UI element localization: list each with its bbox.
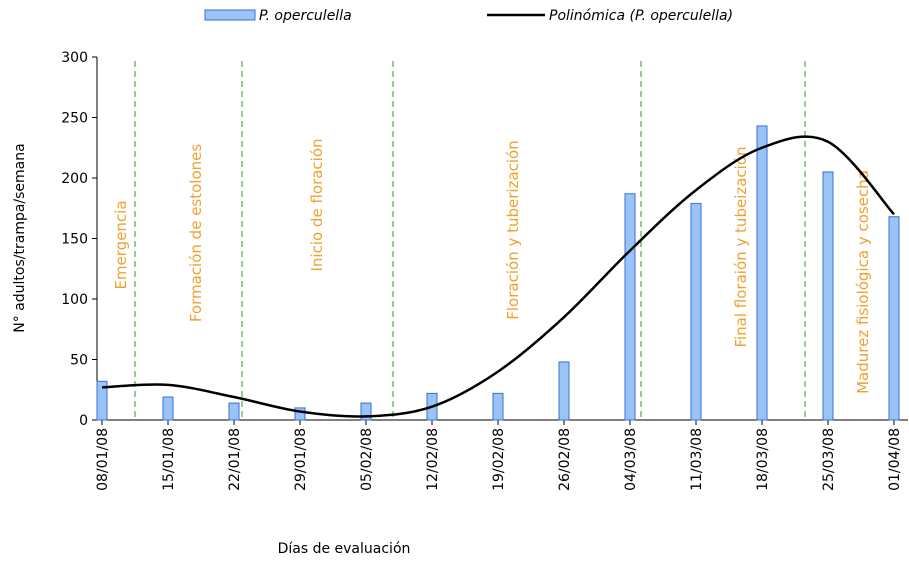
legend-label: Polinómica (P. operculella) <box>549 8 733 24</box>
legend-swatch <box>204 9 256 21</box>
phase-label: Formación de estolones <box>187 144 205 323</box>
y-tick-label: 50 <box>70 353 88 369</box>
bar <box>360 402 372 421</box>
x-tick-label: 19/02/08 <box>491 428 507 491</box>
y-axis-title: N° adultos/trampa/semana <box>12 143 28 332</box>
x-tick-label: 15/01/08 <box>161 428 177 491</box>
bar <box>558 361 570 421</box>
y-tick-label: 250 <box>61 111 88 127</box>
y-tick-label: 200 <box>61 171 88 187</box>
x-tick-label: 12/02/08 <box>425 428 441 491</box>
x-tick-label: 11/03/08 <box>689 428 705 491</box>
x-tick-label: 04/03/08 <box>623 428 639 491</box>
bar <box>624 193 636 421</box>
x-tick-label: 22/01/08 <box>227 428 243 491</box>
phase-label: Final floraión y tubeización <box>732 146 750 347</box>
phase-label: Emergencia <box>112 200 130 289</box>
x-tick-label: 26/02/08 <box>557 428 573 491</box>
legend-label: P. operculella <box>259 8 352 24</box>
bar <box>96 380 108 421</box>
y-tick-label: 150 <box>61 232 88 248</box>
trend-line <box>101 135 895 418</box>
y-tick-label: 300 <box>61 50 88 66</box>
y-tick-label: 100 <box>61 292 88 308</box>
bar <box>162 396 174 421</box>
x-tick-label: 25/03/08 <box>821 428 837 491</box>
x-tick-label: 18/03/08 <box>755 428 771 491</box>
bar <box>888 216 900 421</box>
x-tick-label: 08/01/08 <box>95 428 111 491</box>
x-tick-label: 01/04/08 <box>887 428 903 491</box>
phase-label: Inicio de floración <box>308 138 326 271</box>
x-axis-title: Días de evaluación <box>278 541 411 557</box>
bar <box>228 402 240 421</box>
bar <box>822 171 834 421</box>
bar <box>690 202 702 421</box>
phase-label: Madurez fisiológica y cosecha <box>854 170 872 394</box>
phase-label: Floración y tuberización <box>504 140 522 319</box>
x-tick-label: 05/02/08 <box>359 428 375 491</box>
y-tick-label: 0 <box>79 413 88 429</box>
bar <box>492 392 504 421</box>
bar <box>294 407 306 421</box>
bar <box>756 125 768 421</box>
x-tick-label: 29/01/08 <box>293 428 309 491</box>
